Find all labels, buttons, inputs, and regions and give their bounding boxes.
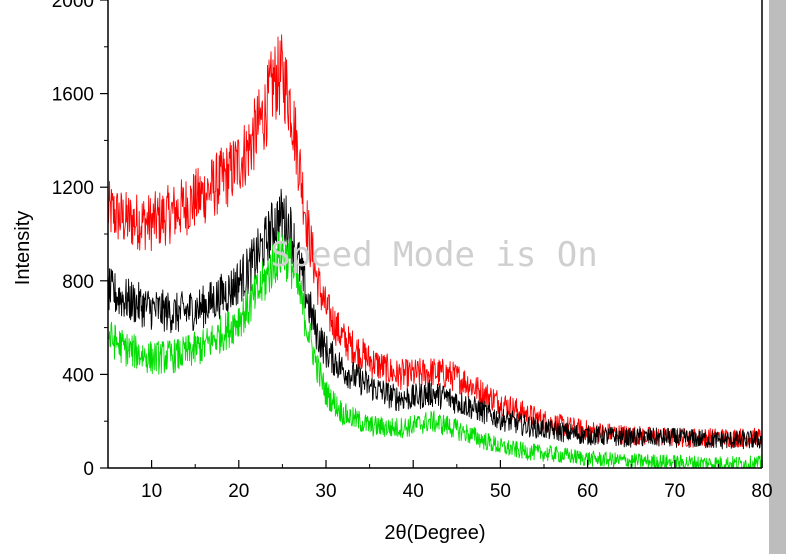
y-tick-label: 0 (83, 459, 94, 480)
y-tick-label: 1200 (52, 178, 94, 199)
x-tick-label: 40 (403, 481, 424, 502)
series-line-2 (107, 188, 763, 450)
right-scrollbar-strip (769, 0, 786, 554)
x-tick-label: 20 (228, 481, 249, 502)
x-tick-label: 60 (577, 481, 598, 502)
y-tick-label: 400 (62, 365, 94, 386)
series-line-3 (107, 231, 763, 469)
x-tick-label: 50 (490, 481, 511, 502)
x-tick-label: 30 (315, 481, 336, 502)
y-tick-label: 1600 (52, 85, 94, 106)
y-axis-title: Intensity (12, 211, 34, 285)
y-tick-label: 800 (62, 272, 94, 293)
x-tick-label: 80 (751, 481, 772, 502)
y-tick-label: 2000 (52, 0, 94, 12)
x-tick-label: 70 (664, 481, 685, 502)
watermark: Speed Mode is On (270, 235, 598, 275)
series-layer (107, 34, 763, 469)
x-tick-label: 10 (141, 481, 162, 502)
x-axis-title: 2θ(Degree) (384, 522, 485, 544)
